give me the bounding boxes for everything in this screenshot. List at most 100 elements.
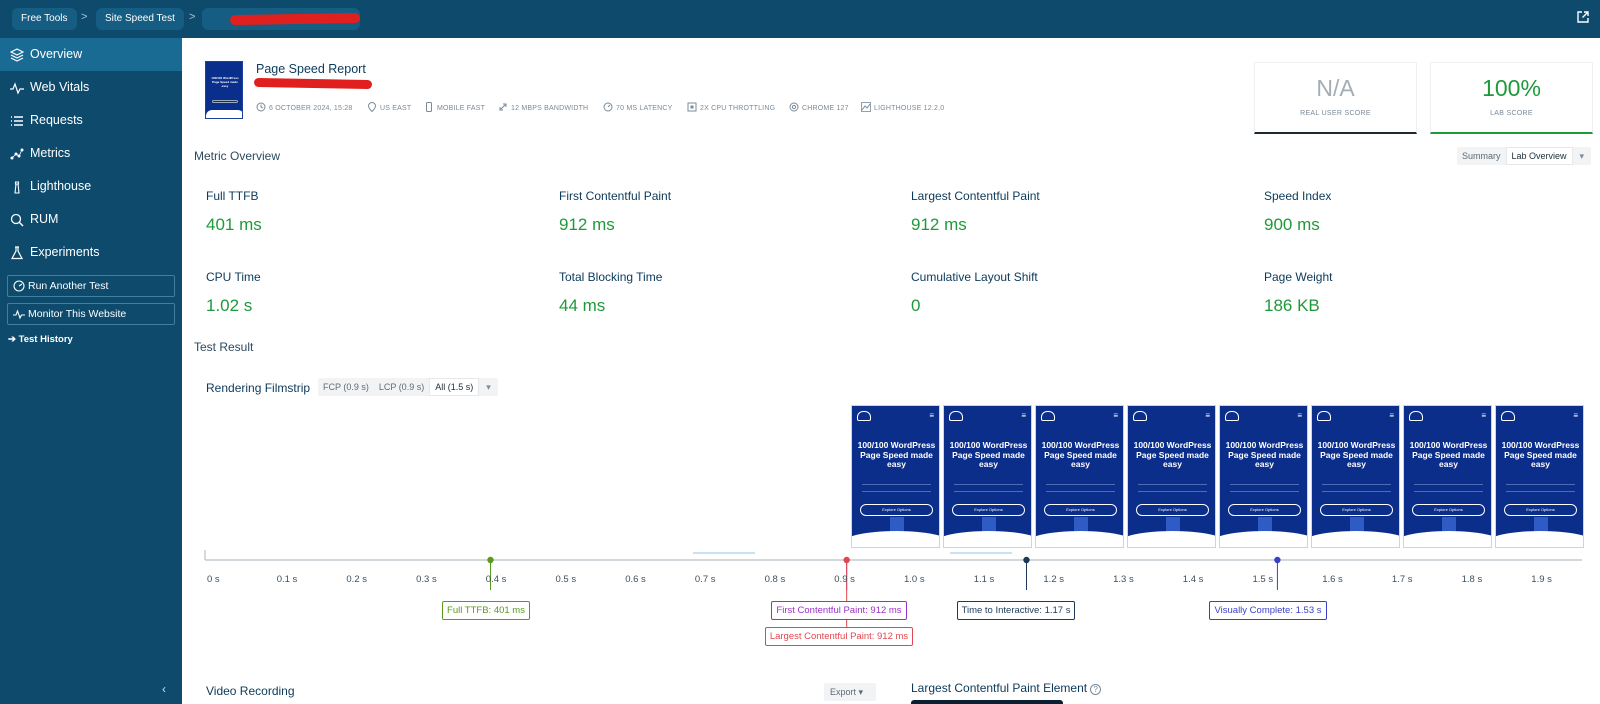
site-logo-icon [949, 411, 963, 421]
lab-score-label: LAB SCORE [1490, 110, 1533, 117]
frame-button: Explore Options [952, 504, 1025, 516]
external-link-icon[interactable] [1576, 10, 1590, 24]
timeline-marker-label[interactable]: Largest Contentful Paint: 912 ms [764, 627, 914, 646]
timeline-marker-label[interactable]: Full TTFB: 401 ms [442, 601, 530, 620]
metric-label: First Contentful Paint [559, 189, 672, 203]
lighthouse-icon [861, 102, 871, 112]
timeline-tick-label: 1.0 s [904, 574, 925, 585]
filmstrip-title: Rendering Filmstrip [206, 381, 311, 395]
lcp-element-title: Largest Contentful Paint Element? [911, 681, 1102, 695]
sidebar-item-overview[interactable]: Overview [0, 38, 182, 71]
site-logo-icon [1409, 411, 1423, 421]
chevron-down-icon[interactable]: ▾ [486, 382, 491, 392]
sidebar: Overview Web Vitals Requests Metrics Lig… [0, 38, 182, 704]
bandwidth-icon [499, 103, 507, 111]
filmstrip-frame[interactable]: ≡ 100/100 WordPress Page Speed made easy E… [1127, 405, 1216, 548]
breadcrumb-free-tools[interactable]: Free Tools [12, 8, 77, 30]
timeline-marker-dot [487, 556, 494, 564]
sidebar-item-label: Lighthouse [30, 179, 92, 193]
thumbnail-text: 100/100 WordPress Page Speed made easy [211, 76, 239, 88]
metric-value: 912 ms [911, 215, 967, 234]
hamburger-menu-icon: ≡ [1573, 411, 1578, 420]
timeline-marker-label[interactable]: Visually Complete: 1.53 s [1209, 601, 1327, 620]
frame-button: Explore Options [1044, 504, 1117, 516]
cpu-icon [687, 102, 697, 112]
filter-fcp[interactable]: FCP (0.9 s) [323, 382, 369, 392]
filter-lcp[interactable]: LCP (0.9 s) [378, 382, 425, 392]
run-another-test-button[interactable]: Run Another Test [7, 275, 175, 297]
chevron-down-icon[interactable]: ▾ [1579, 151, 1585, 161]
view-option-summary[interactable]: Summary [1462, 151, 1501, 161]
filmstrip-frame[interactable]: ≡ 100/100 WordPress Page Speed made easy E… [1311, 405, 1400, 548]
filmstrip-frame[interactable]: ≡ 100/100 WordPress Page Speed made easy E… [1403, 405, 1492, 548]
timeline-tick-label: 1.2 s [1043, 574, 1064, 585]
hamburger-menu-icon: ≡ [1389, 411, 1394, 420]
frame-heading: 100/100 WordPress Page Speed made easy [1225, 440, 1304, 469]
sidebar-item-label: Requests [30, 113, 83, 127]
site-logo-icon [1133, 411, 1147, 421]
filmstrip-frame[interactable]: ≡ 100/100 WordPress Page Speed made easy E… [943, 405, 1032, 548]
timeline-marker-label[interactable]: Time to Interactive: 1.17 s [956, 601, 1076, 620]
filmstrip-frame[interactable]: ≡ 100/100 WordPress Page Speed made easy E… [851, 405, 940, 548]
hamburger-menu-icon: ≡ [1297, 411, 1302, 420]
timeline-marker-dot [1274, 556, 1281, 564]
sidebar-item-rum[interactable]: RUM [0, 203, 182, 236]
meta-browser: CHROME 127 [789, 102, 849, 112]
redaction-mark [253, 77, 373, 90]
collapse-sidebar-icon[interactable]: ‹ [162, 682, 166, 696]
filmstrip-frame[interactable]: ≡ 100/100 WordPress Page Speed made easy E… [1495, 405, 1584, 548]
chrome-icon [789, 102, 799, 112]
metric-value: 186 KB [1264, 296, 1320, 315]
chevron-down-icon: ▾ [858, 687, 864, 697]
sidebar-item-experiments[interactable]: Experiments [0, 236, 182, 269]
timeline-tick-label: 0.4 s [485, 574, 507, 585]
filmstrip-frame[interactable]: ≡ 100/100 WordPress Page Speed made easy E… [1035, 405, 1124, 548]
layers-icon [10, 48, 24, 62]
real-user-score-label: REAL USER SCORE [1300, 110, 1371, 117]
frame-button: Explore Options [860, 504, 933, 516]
lab-score-value: 100% [1482, 75, 1541, 101]
metric-label: Largest Contentful Paint [911, 189, 1040, 203]
frame-button: Explore Options [1320, 504, 1393, 516]
timeline-tick-label: 1.1 s [973, 574, 995, 585]
help-icon[interactable]: ? [1090, 684, 1102, 695]
filmstrip-frame[interactable]: ≡ 100/100 WordPress Page Speed made easy E… [1219, 405, 1308, 548]
metric-label: Cumulative Layout Shift [911, 270, 1038, 284]
hamburger-menu-icon: ≡ [1481, 411, 1486, 420]
test-history-link[interactable]: ➔ Test History [8, 334, 73, 345]
overview-view-toggle: Summary Lab Overview ▾ [1457, 147, 1592, 165]
sidebar-item-web-vitals[interactable]: Web Vitals [0, 71, 182, 104]
timeline-tick-label: 0.6 s [625, 574, 646, 585]
metric-label: Page Weight [1264, 270, 1333, 284]
real-user-score-card[interactable]: N/A REAL USER SCORE [1254, 62, 1417, 134]
sidebar-item-lighthouse[interactable]: Lighthouse [0, 170, 182, 203]
filmstrip-filter: FCP (0.9 s) LCP (0.9 s) All (1.5 s) ▾ [318, 378, 498, 396]
meta-bandwidth: 12 MBPS BANDWIDTH [498, 102, 588, 112]
flask-icon [11, 246, 23, 260]
monitor-website-button[interactable]: Monitor This Website [7, 303, 175, 325]
metric-value: 1.02 s [206, 296, 253, 315]
clock-icon [256, 102, 266, 112]
sidebar-item-requests[interactable]: Requests [0, 104, 182, 137]
timeline-axis [204, 550, 1582, 627]
list-icon [11, 116, 23, 126]
frame-heading: 100/100 WordPress Page Speed made easy [1041, 440, 1120, 469]
timeline-marker-label[interactable]: First Contentful Paint: 912 ms [771, 601, 907, 620]
sidebar-item-metrics[interactable]: Metrics [0, 137, 182, 170]
export-label: Export [830, 687, 857, 697]
breadcrumb-separator: > [189, 11, 196, 23]
frame-button: Explore Options [1504, 504, 1577, 516]
frame-button: Explore Options [1136, 504, 1209, 516]
export-button[interactable]: Export ▾ [824, 683, 876, 701]
timeline-tick-label: 0.2 s [346, 574, 367, 585]
metric-value: 900 ms [1264, 215, 1320, 234]
meta-device: MOBILE FAST [424, 102, 485, 112]
breadcrumb-site-speed-test[interactable]: Site Speed Test [96, 8, 184, 30]
view-option-lab-overview[interactable]: Lab Overview [1505, 147, 1573, 165]
metric-value: 401 ms [206, 215, 262, 234]
lab-score-card[interactable]: 100% LAB SCORE [1430, 62, 1593, 134]
meta-lighthouse: LIGHTHOUSE 12.2.0 [861, 102, 944, 112]
timeline-tick-label: 1.5 s [1252, 574, 1274, 585]
filter-all[interactable]: All (1.5 s) [429, 378, 480, 396]
meta-cpu: 2X CPU THROTTLING [687, 102, 775, 112]
